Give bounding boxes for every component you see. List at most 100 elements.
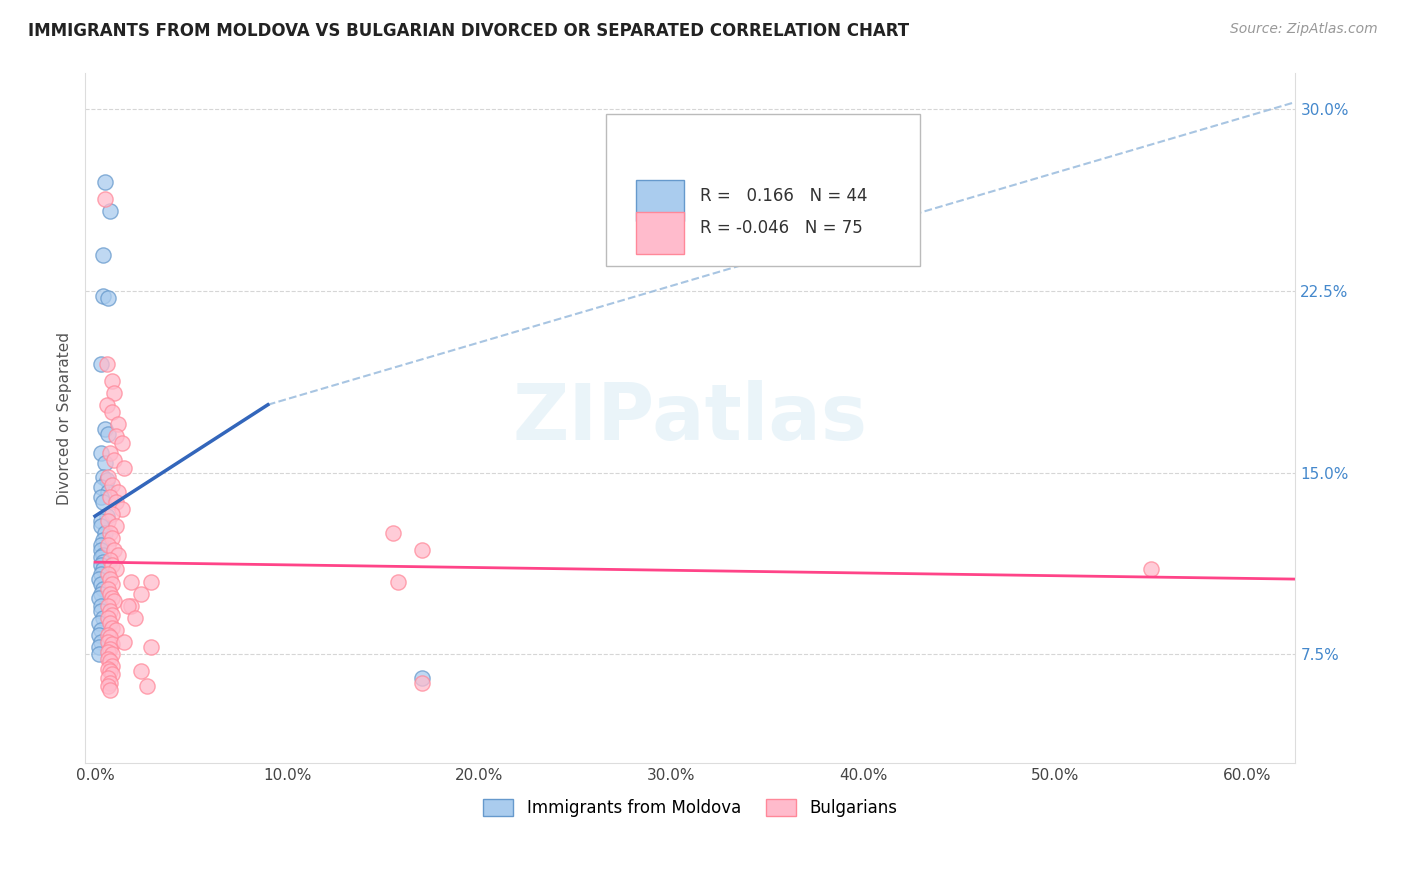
Point bbox=[101, 591, 124, 606]
Point bbox=[91, 611, 114, 625]
Point bbox=[93, 456, 115, 470]
Point bbox=[124, 611, 146, 625]
Point bbox=[91, 247, 114, 261]
Point bbox=[91, 562, 114, 576]
Text: IMMIGRANTS FROM MOLDOVA VS BULGARIAN DIVORCED OR SEPARATED CORRELATION CHART: IMMIGRANTS FROM MOLDOVA VS BULGARIAN DIV… bbox=[28, 22, 910, 40]
Point bbox=[129, 586, 152, 600]
Point bbox=[97, 538, 120, 552]
Point bbox=[96, 509, 118, 524]
Point bbox=[90, 635, 112, 649]
Point bbox=[96, 473, 118, 487]
Point bbox=[96, 357, 118, 371]
Point bbox=[107, 548, 129, 562]
Point bbox=[105, 429, 128, 443]
Point bbox=[98, 204, 121, 219]
Point bbox=[98, 603, 121, 617]
Point bbox=[101, 608, 124, 623]
Point bbox=[97, 567, 120, 582]
Point bbox=[97, 635, 120, 649]
Point bbox=[87, 591, 110, 606]
Point bbox=[90, 550, 112, 565]
Point bbox=[112, 635, 135, 649]
Point bbox=[105, 623, 128, 637]
Point bbox=[98, 526, 121, 541]
Point bbox=[90, 357, 112, 371]
Text: ZIPatlas: ZIPatlas bbox=[513, 380, 868, 456]
Point bbox=[111, 501, 134, 516]
Point bbox=[98, 586, 121, 600]
Point bbox=[105, 518, 128, 533]
Point bbox=[139, 640, 162, 654]
Point bbox=[93, 422, 115, 436]
Point bbox=[411, 543, 433, 558]
Point bbox=[101, 620, 124, 634]
Point bbox=[91, 494, 114, 508]
Point bbox=[98, 683, 121, 698]
Point bbox=[411, 676, 433, 690]
Point bbox=[90, 446, 112, 460]
Point bbox=[97, 672, 120, 686]
Point bbox=[91, 470, 114, 484]
Point bbox=[91, 548, 114, 562]
Point bbox=[97, 484, 120, 499]
Point bbox=[135, 679, 157, 693]
Point bbox=[98, 630, 121, 644]
Point bbox=[93, 526, 115, 541]
Point bbox=[97, 679, 120, 693]
Point bbox=[101, 647, 124, 661]
Point bbox=[105, 562, 128, 576]
Point bbox=[101, 638, 124, 652]
Text: R = -0.046   N = 75: R = -0.046 N = 75 bbox=[700, 219, 863, 237]
Point bbox=[97, 645, 120, 659]
Point bbox=[101, 577, 124, 591]
Point bbox=[112, 460, 135, 475]
Point bbox=[90, 577, 112, 591]
Point bbox=[90, 514, 112, 528]
Point bbox=[90, 558, 112, 572]
Point bbox=[101, 531, 124, 545]
Point bbox=[98, 655, 121, 669]
Point bbox=[98, 676, 121, 690]
Legend: Immigrants from Moldova, Bulgarians: Immigrants from Moldova, Bulgarians bbox=[477, 792, 904, 824]
Point bbox=[101, 666, 124, 681]
Point bbox=[117, 599, 139, 613]
Point bbox=[90, 518, 112, 533]
Point bbox=[101, 558, 124, 572]
Point bbox=[90, 623, 112, 637]
Point bbox=[90, 480, 112, 494]
FancyBboxPatch shape bbox=[636, 180, 685, 221]
Point bbox=[98, 615, 121, 630]
Point bbox=[101, 405, 124, 419]
Point bbox=[98, 664, 121, 678]
Point bbox=[91, 533, 114, 548]
Point bbox=[103, 543, 125, 558]
Point bbox=[93, 175, 115, 189]
Point bbox=[98, 446, 121, 460]
Point bbox=[101, 374, 124, 388]
Point bbox=[105, 494, 128, 508]
Point bbox=[90, 543, 112, 558]
Point bbox=[411, 672, 433, 686]
Point bbox=[103, 594, 125, 608]
Point bbox=[111, 436, 134, 450]
Point bbox=[97, 611, 120, 625]
Point bbox=[91, 289, 114, 303]
Point bbox=[97, 291, 120, 305]
Point bbox=[98, 552, 121, 566]
Point bbox=[101, 507, 124, 521]
Point bbox=[97, 426, 120, 441]
Point bbox=[97, 514, 120, 528]
Point bbox=[98, 642, 121, 657]
Point bbox=[93, 192, 115, 206]
Point bbox=[90, 599, 112, 613]
FancyBboxPatch shape bbox=[606, 114, 921, 266]
Point bbox=[97, 652, 120, 666]
Point bbox=[121, 574, 143, 589]
Point bbox=[97, 599, 120, 613]
Point bbox=[90, 490, 112, 504]
Point bbox=[90, 603, 112, 617]
Point bbox=[96, 398, 118, 412]
Point bbox=[91, 582, 114, 596]
Point bbox=[91, 555, 114, 569]
Point bbox=[103, 385, 125, 400]
